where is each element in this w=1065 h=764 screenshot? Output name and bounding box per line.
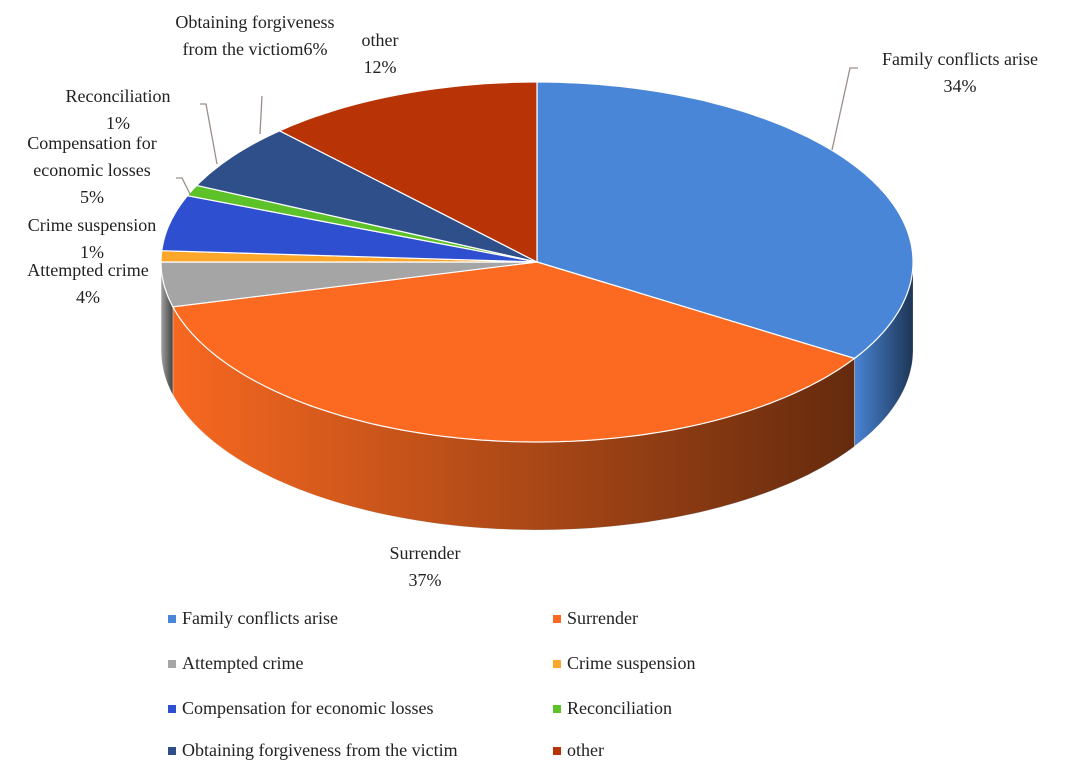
legend-label: Compensation for economic losses: [182, 698, 434, 718]
legend-item: Surrender: [553, 608, 638, 629]
legend-label: Family conflicts arise: [182, 608, 338, 628]
data-label-value: 1%: [106, 113, 130, 133]
legend-item: Attempted crime: [168, 653, 304, 674]
slice: [160, 195, 538, 263]
legend-label: Surrender: [567, 608, 638, 628]
legend-item: other: [553, 740, 604, 761]
legend-label: other: [567, 740, 604, 760]
slice-side-shade: [854, 262, 913, 447]
slice-side-shade: [172, 306, 855, 530]
data-label-value: 5%: [80, 187, 104, 207]
data-label-name: Obtaining forgiveness from the victiom: [175, 12, 335, 59]
data-label-name: Family conflicts arise: [882, 49, 1038, 69]
legend-marker: [168, 705, 176, 713]
data-label-name: Attempted crime: [27, 260, 149, 280]
data-label: Crime suspension 1%: [2, 212, 182, 266]
slice: [536, 81, 914, 360]
pie: [160, 81, 914, 531]
legend-item: Crime suspension: [553, 653, 696, 674]
data-label-value: 6%: [303, 39, 328, 59]
data-label: Obtaining forgiveness from the victiom6%: [168, 9, 343, 63]
slice-side-shade: [161, 262, 173, 395]
legend-label: Crime suspension: [567, 653, 696, 673]
slice: [160, 261, 538, 308]
legend-item: Obtaining forgiveness from the victim: [168, 740, 458, 761]
legend-marker: [553, 705, 561, 713]
data-label-value: 37%: [408, 570, 442, 590]
legend-label: Obtaining forgiveness from the victim: [182, 740, 458, 760]
data-label: Family conflicts arise 34%: [845, 46, 1065, 100]
slice: [171, 261, 856, 443]
leader-line: [259, 95, 263, 135]
legend-label: Attempted crime: [182, 653, 304, 673]
leader-line: [200, 103, 218, 165]
data-label-name: Crime suspension: [27, 215, 157, 235]
slice: [278, 81, 538, 263]
data-label-value: 12%: [363, 57, 397, 77]
data-label-value: 1%: [80, 242, 104, 262]
data-label-name: Surrender: [389, 543, 461, 563]
data-label: Attempted crime 4%: [3, 257, 173, 311]
leader-line: [176, 177, 191, 195]
legend-label: Reconciliation: [567, 698, 672, 718]
data-label-value: 34%: [943, 76, 977, 96]
leader-lines: [176, 67, 858, 195]
legend-item: Compensation for economic losses: [168, 698, 434, 719]
legend-marker: [168, 660, 176, 668]
legend-item: Family conflicts arise: [168, 608, 338, 629]
legend-item: Reconciliation: [553, 698, 672, 719]
slice: [195, 130, 538, 263]
legend-marker: [168, 615, 176, 623]
data-label: other 12%: [330, 27, 430, 81]
legend-marker: [168, 747, 176, 755]
data-label-value: 4%: [76, 287, 100, 307]
legend-marker: [553, 660, 561, 668]
legend-marker: [553, 615, 561, 623]
legend-marker: [553, 747, 561, 755]
data-label: Surrender 37%: [355, 540, 495, 594]
data-label-name: Reconciliation: [65, 86, 171, 106]
data-label: Compensation for economic losses 5%: [5, 130, 180, 211]
data-label: Reconciliation 1%: [43, 83, 193, 137]
data-label-name: Compensation for economic losses: [27, 133, 157, 180]
data-label-name: other: [361, 30, 399, 50]
leader-line: [831, 67, 858, 151]
